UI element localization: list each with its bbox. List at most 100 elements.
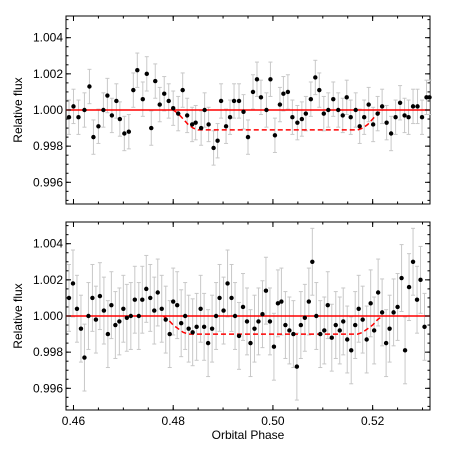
bottom-x-tick-label: 0.50 <box>261 414 285 428</box>
top-data-point <box>415 104 420 109</box>
bottom-data-point <box>217 295 222 301</box>
bottom-data-point <box>422 324 427 330</box>
bottom-data-point <box>136 313 141 319</box>
bottom-y-tick-labels: 0.996 0.998 1.000 1.002 1.004 <box>33 237 63 396</box>
bottom-data-point <box>159 306 164 311</box>
top-data-point <box>317 87 322 93</box>
bottom-x-tick-labels: 0.46 0.48 0.50 0.52 <box>62 414 385 428</box>
bottom-data-point <box>371 328 377 333</box>
top-model-transit-line <box>172 109 384 131</box>
bottom-data-point <box>140 297 145 302</box>
bottom-data-point <box>391 310 396 315</box>
bottom-data-point <box>198 306 203 311</box>
bottom-data-point <box>155 290 160 295</box>
top-data-point <box>308 96 314 102</box>
top-data-point <box>366 102 371 107</box>
top-data-point <box>202 107 207 113</box>
top-data-point <box>227 115 233 120</box>
top-y-axis-label: Relative flux <box>11 77 25 142</box>
top-data-point <box>180 87 185 93</box>
bottom-data-point <box>414 297 420 302</box>
bottom-data-point <box>78 326 84 331</box>
bottom-y-tick-label: 0.998 <box>33 345 63 359</box>
bottom-data-point <box>287 328 292 333</box>
top-y-tick-label: 0.998 <box>33 139 63 153</box>
bottom-data-point <box>124 315 130 321</box>
top-data-point <box>157 102 162 107</box>
top-data-point <box>66 115 72 120</box>
bottom-x-tick-label: 0.52 <box>361 414 385 428</box>
bottom-data-point <box>302 315 308 321</box>
bottom-data-point <box>314 313 319 319</box>
bottom-data-point <box>283 322 288 328</box>
top-data-point <box>91 134 96 140</box>
top-data-point <box>109 113 115 118</box>
bottom-data-point <box>387 326 392 331</box>
bottom-data-point <box>310 259 315 264</box>
top-data-point <box>101 107 106 113</box>
bottom-data-point <box>97 293 103 299</box>
bottom-data-point <box>364 337 369 342</box>
bottom-data-point <box>263 288 269 293</box>
bottom-data-point <box>82 355 87 360</box>
top-data-point <box>348 115 353 120</box>
top-data-point <box>361 115 367 120</box>
top-data-point <box>393 115 398 120</box>
top-data-point <box>299 116 305 122</box>
bottom-x-tick-label: 0.48 <box>162 414 186 428</box>
bottom-data-point <box>148 295 153 301</box>
bottom-data-point <box>248 340 253 346</box>
top-data-point <box>144 71 149 77</box>
bottom-points <box>66 259 427 369</box>
bottom-data-point <box>360 317 365 322</box>
bottom-data-point <box>333 322 338 328</box>
top-data-point <box>344 95 349 100</box>
bottom-data-point <box>379 310 385 315</box>
bottom-ticks <box>66 222 430 410</box>
bottom-data-point <box>256 319 261 324</box>
top-data-point <box>126 129 132 134</box>
top-data-point <box>149 125 154 131</box>
top-data-point <box>250 89 256 95</box>
top-data-point <box>153 78 158 84</box>
bottom-data-point <box>240 304 246 310</box>
top-data-point <box>336 107 341 113</box>
bottom-data-point <box>128 313 134 319</box>
bottom-data-point <box>90 295 95 301</box>
top-errorbars <box>66 52 432 166</box>
bottom-data-point <box>418 277 423 283</box>
bottom-data-point <box>186 326 191 331</box>
top-data-point <box>87 84 92 89</box>
bottom-data-point <box>221 308 226 313</box>
top-y-tick-label: 1.004 <box>33 31 63 45</box>
top-ticks <box>66 16 430 204</box>
top-data-point <box>171 105 176 111</box>
top-data-point <box>268 77 273 82</box>
top-data-point <box>241 109 246 115</box>
top-data-point <box>388 131 394 136</box>
top-data-point <box>264 107 269 113</box>
top-data-point <box>406 115 411 120</box>
top-data-point <box>427 95 432 100</box>
bottom-data-point <box>190 330 195 335</box>
top-data-point <box>206 122 211 127</box>
top-data-point <box>254 77 260 82</box>
top-data-point <box>402 113 407 118</box>
top-data-point <box>211 145 216 151</box>
top-data-point <box>215 138 220 143</box>
top-data-point <box>96 124 101 129</box>
top-data-point <box>193 120 198 125</box>
top-data-point <box>258 95 264 100</box>
top-data-point <box>303 111 309 116</box>
bottom-model-transit-line <box>162 315 384 335</box>
bottom-x-tick-label: 0.46 <box>62 414 86 428</box>
bottom-data-point <box>167 331 172 337</box>
top-data-point <box>76 115 81 120</box>
bottom-data-point <box>275 301 281 306</box>
bottom-data-point <box>121 306 126 311</box>
top-data-point <box>331 96 336 102</box>
top-data-point <box>189 122 195 127</box>
bottom-data-point <box>375 290 381 295</box>
